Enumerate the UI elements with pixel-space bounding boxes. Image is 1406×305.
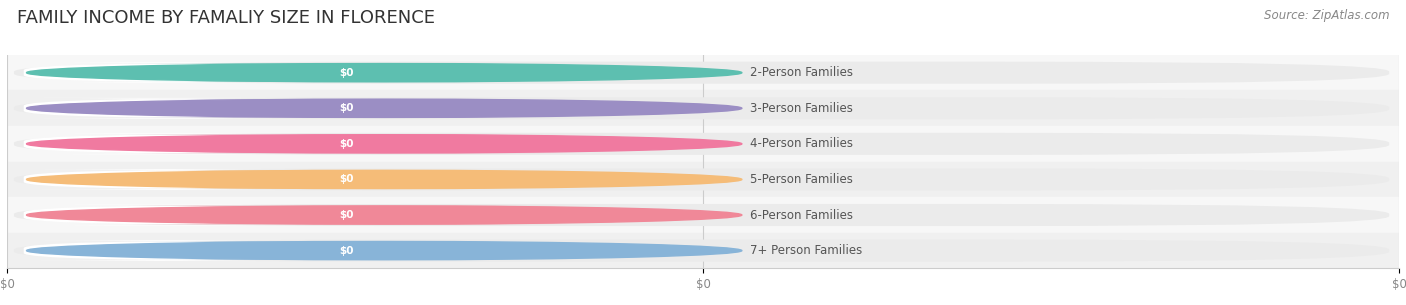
Circle shape [27,242,742,260]
FancyBboxPatch shape [14,62,1389,84]
FancyBboxPatch shape [14,133,1389,155]
Circle shape [27,170,742,188]
Text: 4-Person Families: 4-Person Families [751,137,853,150]
FancyBboxPatch shape [3,134,330,154]
FancyBboxPatch shape [125,170,568,189]
FancyBboxPatch shape [125,99,568,117]
FancyBboxPatch shape [125,63,568,82]
Bar [7,197,1399,233]
Text: 2-Person Families: 2-Person Families [751,66,853,79]
Text: 6-Person Families: 6-Person Families [751,209,853,221]
FancyBboxPatch shape [125,241,568,260]
Bar [7,55,1399,91]
Bar [7,126,1399,162]
Text: 3-Person Families: 3-Person Families [751,102,853,115]
FancyBboxPatch shape [14,240,1389,262]
Bar [7,91,1399,126]
FancyBboxPatch shape [14,168,1389,190]
Bar [7,162,1399,197]
Circle shape [27,206,742,224]
Text: $0: $0 [339,210,354,220]
Circle shape [27,135,742,153]
FancyBboxPatch shape [14,97,1389,119]
Circle shape [27,99,742,117]
FancyBboxPatch shape [125,206,568,224]
Text: $0: $0 [339,68,354,78]
Text: FAMILY INCOME BY FAMALIY SIZE IN FLORENCE: FAMILY INCOME BY FAMALIY SIZE IN FLORENC… [17,9,434,27]
FancyBboxPatch shape [125,135,568,153]
Text: $0: $0 [339,139,354,149]
Bar [7,233,1399,268]
Text: Source: ZipAtlas.com: Source: ZipAtlas.com [1264,9,1389,22]
FancyBboxPatch shape [3,205,330,225]
FancyBboxPatch shape [3,169,330,190]
FancyBboxPatch shape [3,98,330,119]
Text: 5-Person Families: 5-Person Families [751,173,853,186]
Text: 7+ Person Families: 7+ Person Families [751,244,862,257]
Text: $0: $0 [339,246,354,256]
Text: $0: $0 [339,174,354,185]
FancyBboxPatch shape [3,62,330,83]
FancyBboxPatch shape [14,204,1389,226]
Text: $0: $0 [339,103,354,113]
FancyBboxPatch shape [3,240,330,261]
Circle shape [27,63,742,82]
